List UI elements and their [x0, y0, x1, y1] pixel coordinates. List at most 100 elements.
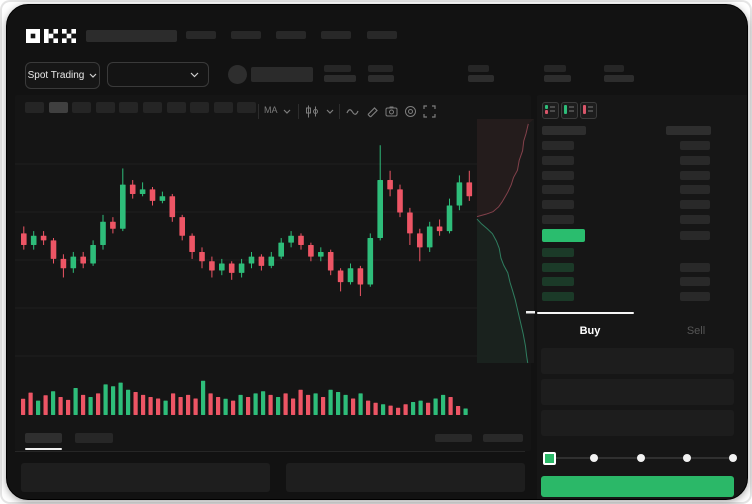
chevron-down-icon[interactable]	[283, 109, 291, 114]
timeframe-button[interactable]	[213, 102, 233, 113]
slider-stop-dot[interactable]	[590, 454, 599, 462]
ask-price-bar	[542, 170, 574, 180]
orderbook-layout-bids-icon[interactable]	[561, 102, 578, 119]
ticker-stat	[324, 65, 356, 83]
ask-price-bar	[542, 156, 574, 165]
camera-snapshot-icon[interactable]	[385, 105, 398, 118]
bid-amount-bar	[680, 277, 710, 286]
ma-indicator-button[interactable]: MA	[264, 105, 278, 116]
ticker-stat	[368, 65, 394, 83]
ask-amount-bar	[680, 214, 710, 224]
chevron-down-icon	[89, 73, 97, 78]
bottom-tab[interactable]	[75, 433, 113, 443]
nav-item-placeholder[interactable]	[186, 31, 216, 39]
draw-tool-icon[interactable]	[366, 105, 379, 118]
orderbook-layout-split-icon[interactable]	[542, 102, 559, 119]
active-tab-indicator	[537, 312, 634, 314]
slider-stop-dot[interactable]	[636, 454, 645, 462]
bid-amount-bar	[680, 291, 710, 301]
order-amount-input[interactable]	[541, 379, 734, 405]
nav-item-placeholder[interactable]	[276, 31, 306, 39]
ma-label: MA	[264, 105, 278, 115]
toolbar-divider	[298, 104, 299, 119]
stat-value-placeholder	[468, 75, 494, 82]
app-window: Spot Trading	[6, 4, 748, 500]
okx-logo	[26, 29, 76, 43]
orderbook-last-price	[542, 229, 585, 242]
toolbar-divider	[258, 104, 259, 119]
stat-value-placeholder	[324, 75, 356, 82]
order-price-input[interactable]	[541, 348, 734, 374]
toolbar-divider	[339, 104, 340, 119]
timeframe-button[interactable]	[72, 102, 92, 113]
ask-amount-bar	[680, 200, 710, 209]
ask-price-bar	[542, 141, 574, 150]
price-chart[interactable]	[15, 119, 535, 429]
stat-value-placeholder	[368, 75, 394, 82]
timeframe-button[interactable]	[25, 102, 44, 113]
bid-price-bar	[542, 248, 574, 257]
stat-label-placeholder	[324, 65, 351, 72]
ask-amount-bar	[680, 185, 710, 194]
chevron-down-icon	[190, 72, 199, 77]
ask-price-bar	[542, 200, 574, 209]
ticker-stat	[544, 65, 571, 83]
tab-sell[interactable]: Sell	[643, 319, 747, 343]
buy-submit-button[interactable]	[541, 476, 734, 497]
ask-price-bar	[542, 185, 574, 194]
settings-gear-icon[interactable]	[404, 105, 417, 118]
header-search-placeholder[interactable]	[86, 30, 177, 42]
stat-label-placeholder	[468, 65, 489, 72]
candle-style-icon[interactable]	[305, 105, 319, 118]
bid-price-bar	[542, 262, 574, 272]
nav-item-placeholder[interactable]	[321, 31, 351, 39]
stat-label-placeholder	[604, 65, 624, 72]
bid-price-bar	[542, 291, 574, 301]
tab-buy[interactable]: Buy	[537, 319, 643, 343]
last-price-placeholder	[251, 67, 313, 82]
bottom-link-placeholder[interactable]	[435, 434, 472, 442]
timeframe-button[interactable]	[48, 102, 68, 113]
timeframe-button[interactable]	[237, 102, 257, 113]
fullscreen-icon[interactable]	[423, 105, 436, 118]
bid-amount-bar	[680, 262, 710, 272]
stat-value-placeholder	[544, 75, 571, 82]
ticker-stat	[468, 65, 494, 83]
pair-selector-dropdown[interactable]	[107, 62, 209, 87]
bottom-panel-placeholder	[286, 463, 525, 492]
nav-item-placeholder[interactable]	[231, 31, 261, 39]
slider-stop-dot[interactable]	[682, 454, 691, 462]
bottom-panel-placeholder	[21, 463, 270, 492]
stat-label-placeholder	[544, 65, 566, 72]
divider	[15, 451, 525, 452]
line-tool-icon[interactable]	[346, 105, 359, 118]
orderbook-col-header-amount	[666, 126, 711, 135]
market-type-selector[interactable]: Spot Trading	[25, 62, 100, 89]
bid-price-bar	[542, 277, 574, 286]
chevron-down-icon[interactable]	[326, 109, 334, 114]
market-type-label: Spot Trading	[27, 70, 85, 81]
slider-handle[interactable]	[543, 452, 556, 465]
timeframe-button[interactable]	[166, 102, 186, 113]
bottom-tab-active[interactable]	[25, 433, 62, 443]
timeframe-button[interactable]	[119, 102, 139, 113]
orderbook-layout-asks-icon[interactable]	[580, 102, 597, 119]
orderbook-col-header-price	[542, 126, 586, 135]
bottom-link-placeholder[interactable]	[483, 434, 523, 442]
timeframe-button[interactable]	[143, 102, 162, 113]
ask-amount-bar	[680, 156, 710, 165]
stat-label-placeholder	[368, 65, 393, 72]
timeframe-button[interactable]	[95, 102, 115, 113]
ticker-stat	[604, 65, 634, 83]
nav-item-placeholder[interactable]	[367, 31, 397, 39]
ask-price-bar	[542, 214, 574, 224]
timeframe-button[interactable]	[190, 102, 210, 113]
slider-stop-dot[interactable]	[729, 454, 737, 462]
chart-section	[15, 95, 531, 451]
ask-amount-bar	[680, 141, 710, 150]
stat-value-placeholder	[604, 75, 634, 82]
order-total-input[interactable]	[541, 410, 734, 436]
sell-tab-label: Sell	[686, 325, 706, 337]
pair-coin-icon	[228, 65, 247, 84]
